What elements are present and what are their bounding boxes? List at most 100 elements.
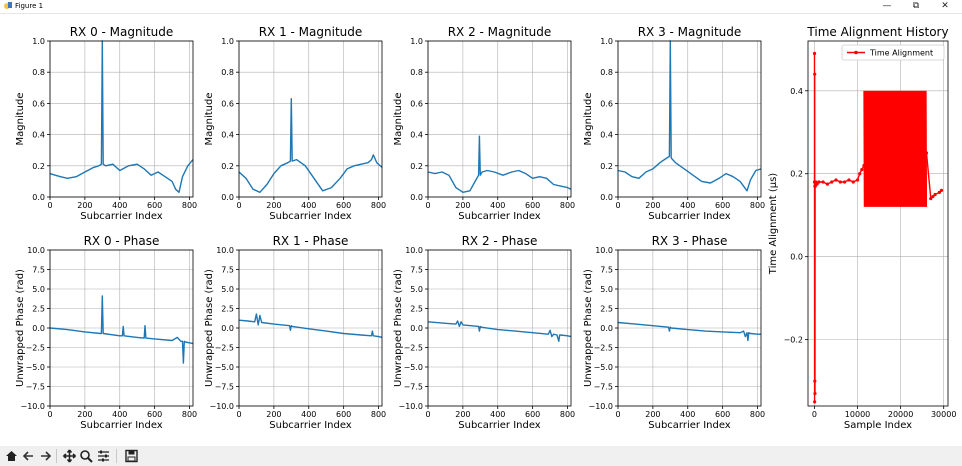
y-tick-label: 5.0 (221, 285, 234, 294)
time-alignment-point (931, 194, 935, 199)
pan-icon[interactable] (62, 449, 77, 463)
x-tick-label: 600 (525, 201, 540, 210)
y-tick-label: 1.0 (600, 37, 613, 46)
y-tick-label: −0.2 (784, 336, 803, 345)
y-tick-label: 0.4 (32, 131, 45, 140)
toolbar-separator (116, 449, 117, 463)
x-tick-label: 800 (371, 410, 386, 419)
x-tick-label: 400 (680, 201, 695, 210)
chart-title: RX 1 - Magnitude (259, 25, 363, 39)
close-button[interactable]: ✕ (941, 1, 949, 11)
y-axis-label: Magnitude (393, 93, 404, 146)
navigation-toolbar (0, 446, 962, 466)
y-tick-label: 2.5 (221, 305, 234, 314)
back-icon[interactable] (21, 449, 36, 463)
y-tick-label: 0.6 (32, 99, 45, 108)
time-alignment-point (825, 182, 829, 186)
y-tick-label: 0.8 (600, 68, 613, 77)
time-alignment-point (933, 192, 937, 197)
chart-title: RX 0 - Phase (84, 234, 160, 248)
y-tick-label: 0.0 (32, 193, 45, 202)
y-tick-label: −7.5 (26, 383, 45, 392)
time-alignment-point (821, 180, 825, 184)
x-tick-label: 400 (112, 201, 127, 210)
x-tick-label: 600 (147, 201, 162, 210)
chart-title: RX 3 - Magnitude (638, 25, 742, 39)
x-tick-label: 200 (77, 201, 92, 210)
x-axis-label: Subcarrier Index (269, 420, 352, 431)
x-tick-label: 400 (112, 410, 127, 419)
legend-marker (854, 50, 858, 55)
x-tick-label: 30000 (931, 410, 956, 419)
x-tick-label: 400 (301, 201, 316, 210)
x-tick-label: 600 (336, 201, 351, 210)
y-tick-label: 10.0 (216, 246, 234, 255)
time-alignment-point (817, 180, 821, 184)
time-alignment-point (813, 391, 817, 396)
time-alignment-point (813, 72, 817, 76)
legend-label: Time Alignment (869, 49, 933, 58)
y-tick-label: 5.0 (600, 285, 613, 294)
y-tick-label: −7.5 (594, 383, 613, 392)
chart-title: RX 0 - Magnitude (70, 25, 174, 39)
save-icon[interactable] (124, 449, 139, 463)
y-tick-label: −5.0 (215, 363, 234, 372)
x-tick-label: 400 (490, 410, 505, 419)
y-tick-label: 0.6 (600, 99, 613, 108)
x-tick-label: 0 (615, 201, 620, 210)
time-alignment-point (847, 178, 851, 182)
title-bar: Figure 1 — ⧉ ✕ (0, 0, 962, 14)
y-tick-label: 0.4 (790, 87, 803, 96)
series-line (427, 320, 572, 342)
y-axis-label: Time Alignment (µs) (768, 173, 779, 276)
window-title: Figure 1 (15, 2, 44, 10)
time-alignment-point (851, 180, 855, 184)
y-tick-label: 5.0 (32, 285, 45, 294)
y-tick-label: 10.0 (595, 246, 613, 255)
minimize-button[interactable]: — (882, 1, 892, 11)
y-tick-label: −2.5 (594, 344, 613, 353)
y-axis-label: Unwrapped Phase (rad) (583, 269, 594, 387)
x-tick-label: 10000 (845, 410, 870, 419)
x-tick-label: 0 (47, 201, 52, 210)
y-tick-label: 0.0 (600, 324, 613, 333)
y-tick-label: 7.5 (600, 266, 613, 275)
zoom-icon[interactable] (79, 449, 94, 463)
time-alignment-point (830, 180, 834, 184)
y-tick-label: 0.2 (410, 162, 423, 171)
x-tick-label: 800 (750, 201, 765, 210)
axes-frame (617, 40, 762, 198)
x-tick-label: 200 (645, 410, 660, 419)
y-axis-label: Unwrapped Phase (rad) (15, 269, 26, 387)
restore-button[interactable]: ⧉ (912, 1, 920, 11)
y-tick-label: −10.0 (209, 402, 234, 411)
time-alignment-point (858, 172, 862, 176)
forward-icon[interactable] (38, 449, 53, 463)
series-line (238, 98, 383, 193)
series-line (49, 295, 194, 364)
y-tick-label: −2.5 (215, 344, 234, 353)
x-tick-label: 200 (645, 201, 660, 210)
x-tick-label: 600 (336, 410, 351, 419)
x-tick-label: 800 (560, 410, 575, 419)
time-alignment-point (812, 51, 817, 56)
x-axis-label: Subcarrier Index (269, 211, 352, 222)
chart-title: RX 2 - Phase (462, 234, 538, 248)
series-line (427, 135, 572, 193)
y-tick-label: 0.2 (790, 170, 803, 179)
x-axis-label: Subcarrier Index (80, 211, 163, 222)
series-line (617, 321, 761, 342)
y-tick-label: −5.0 (26, 363, 45, 372)
y-axis-label: Magnitude (15, 93, 26, 146)
legend-box (841, 44, 945, 61)
home-icon[interactable] (4, 449, 19, 463)
x-tick-label: 800 (371, 201, 386, 210)
series-line (49, 40, 194, 193)
y-tick-label: 0.6 (410, 99, 423, 108)
y-tick-label: 0.0 (790, 253, 803, 262)
configure-subplots-icon[interactable] (96, 449, 111, 463)
x-tick-label: 800 (560, 201, 575, 210)
x-tick-label: 600 (525, 410, 540, 419)
y-tick-label: 0.6 (221, 99, 234, 108)
time-alignment-point (939, 188, 944, 192)
